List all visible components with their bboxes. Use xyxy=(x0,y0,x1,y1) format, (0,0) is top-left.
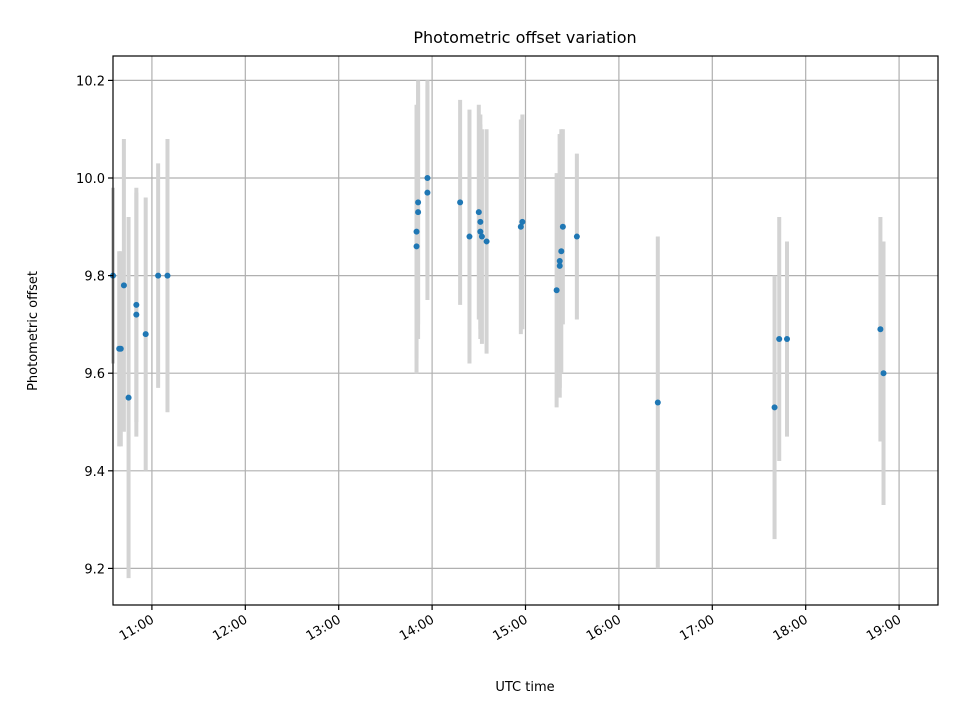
data-point xyxy=(413,243,420,250)
data-point xyxy=(517,223,524,230)
data-point xyxy=(133,301,140,308)
data-point xyxy=(117,345,124,352)
grid-lines xyxy=(113,56,938,605)
data-point xyxy=(475,209,482,216)
data-point xyxy=(877,326,884,333)
x-axis-label: UTC time xyxy=(495,680,554,695)
data-point xyxy=(155,272,162,279)
data-point xyxy=(142,331,149,338)
data-point xyxy=(483,238,490,245)
data-point xyxy=(457,199,464,206)
data-point xyxy=(654,399,661,406)
data-point xyxy=(466,233,473,240)
data-point xyxy=(120,282,127,289)
marker-layer xyxy=(110,175,887,411)
data-point xyxy=(424,175,431,181)
data-point xyxy=(424,189,431,196)
data-point xyxy=(477,218,484,225)
data-point xyxy=(415,209,422,216)
y-tick-label: 9.4 xyxy=(84,465,105,480)
y-tick-label: 9.8 xyxy=(84,270,105,285)
data-point xyxy=(556,257,563,264)
y-axis-label: Photometric offset xyxy=(26,271,41,391)
y-tick-label: 9.6 xyxy=(84,367,105,382)
data-point xyxy=(776,336,783,343)
data-point xyxy=(519,218,526,225)
data-point xyxy=(164,272,171,279)
data-point xyxy=(477,228,484,235)
data-point xyxy=(415,199,422,206)
data-point xyxy=(559,223,566,230)
data-point xyxy=(478,233,485,240)
y-axis-ticks: 9.2 9.4 9.6 9.8 10.0 10.2 xyxy=(76,74,113,577)
data-point xyxy=(771,404,778,411)
data-point xyxy=(553,287,560,294)
data-point xyxy=(133,311,140,318)
data-point xyxy=(784,336,791,343)
chart-title: Photometric offset variation xyxy=(413,28,636,47)
data-point xyxy=(880,370,887,377)
data-point xyxy=(125,394,132,401)
y-tick-label: 10.2 xyxy=(76,74,105,89)
data-point xyxy=(413,228,420,235)
y-tick-label: 9.2 xyxy=(84,562,105,577)
data-point xyxy=(573,233,580,240)
data-point xyxy=(558,248,565,255)
y-tick-label: 10.0 xyxy=(76,172,105,187)
data-point xyxy=(556,262,563,269)
